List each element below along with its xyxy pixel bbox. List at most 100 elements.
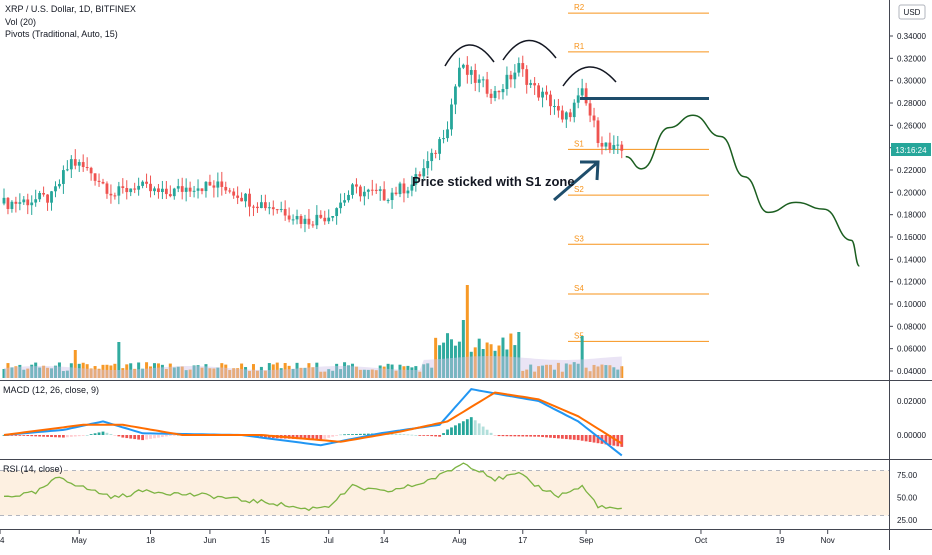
candle-body bbox=[434, 152, 438, 154]
volume-bar bbox=[331, 370, 335, 378]
volume-bar bbox=[335, 363, 339, 378]
macd-histogram-bar bbox=[485, 429, 489, 435]
volume-bar bbox=[176, 366, 180, 378]
macd-layer bbox=[2, 388, 624, 457]
macd-histogram-bar bbox=[489, 432, 493, 435]
rsi-indicator-label[interactable]: RSI (14, close) bbox=[3, 464, 63, 474]
macd-histogram-bar bbox=[42, 435, 45, 437]
volume-bar bbox=[65, 370, 69, 378]
volume-bar bbox=[303, 367, 307, 378]
volume-bar bbox=[129, 363, 133, 378]
candle-body bbox=[331, 216, 335, 218]
candle-body bbox=[600, 142, 604, 147]
macd-histogram-bar bbox=[501, 435, 505, 437]
macd-histogram-bar bbox=[442, 433, 445, 435]
volume-bar bbox=[240, 363, 244, 378]
macd-histogram-bar bbox=[85, 435, 89, 436]
pivot-label-r2: R2 bbox=[574, 3, 585, 12]
macd-histogram-bar bbox=[58, 435, 61, 438]
candle-body bbox=[560, 110, 564, 120]
volume-bar bbox=[489, 344, 493, 378]
macd-histogram-bar bbox=[54, 435, 57, 438]
candle-body bbox=[359, 186, 362, 197]
macd-histogram-bar bbox=[22, 435, 26, 436]
volume-bar bbox=[137, 362, 141, 378]
volume-indicator-label[interactable]: Vol (20) bbox=[5, 17, 36, 27]
candle-body bbox=[267, 207, 271, 209]
volume-bar bbox=[422, 364, 426, 378]
candle-body bbox=[545, 91, 548, 95]
volume-bar bbox=[38, 367, 42, 378]
candle-body bbox=[50, 191, 53, 203]
candle-body bbox=[473, 70, 477, 83]
annotation-text[interactable]: Price sticked with S1 zone bbox=[412, 174, 575, 189]
macd-histogram-bar bbox=[10, 435, 14, 436]
volume-bar bbox=[612, 367, 616, 378]
candle-body bbox=[580, 88, 584, 96]
volume-bar bbox=[394, 370, 398, 378]
macd-histogram-bar bbox=[434, 435, 438, 437]
candle-body bbox=[10, 201, 14, 209]
macd-histogram-bar bbox=[410, 434, 414, 436]
macd-histogram-bar bbox=[97, 432, 101, 435]
macd-histogram-bar bbox=[426, 435, 430, 436]
last-price-badge bbox=[891, 143, 931, 156]
volume-bar bbox=[248, 370, 252, 378]
volume-bar bbox=[560, 371, 564, 378]
volume-bar bbox=[354, 366, 358, 378]
candle-body bbox=[576, 95, 580, 103]
candle-body bbox=[450, 104, 453, 130]
volume-bar bbox=[477, 338, 481, 378]
candle-body bbox=[327, 217, 331, 222]
volume-bar bbox=[327, 369, 331, 378]
candle-body bbox=[501, 89, 505, 93]
candle-body bbox=[422, 168, 426, 177]
macd-histogram-bar bbox=[347, 434, 350, 436]
candle-body bbox=[505, 74, 509, 90]
volume-bar bbox=[426, 363, 430, 378]
candle-body bbox=[572, 102, 576, 118]
volume-bar bbox=[430, 367, 434, 378]
volume-bar bbox=[533, 371, 537, 378]
macd-histogram-bar bbox=[327, 435, 331, 438]
candle-body bbox=[200, 188, 204, 192]
pivot-label-s2: S2 bbox=[574, 185, 584, 194]
candle-body bbox=[69, 159, 73, 170]
volume-bar bbox=[568, 364, 572, 378]
volume-bar bbox=[109, 365, 113, 378]
macd-histogram-bar bbox=[588, 435, 592, 442]
candle-body bbox=[489, 93, 493, 98]
macd-histogram-bar bbox=[505, 435, 509, 437]
currency-badge[interactable] bbox=[898, 4, 926, 20]
macd-histogram-bar bbox=[390, 433, 394, 435]
candle-body bbox=[172, 188, 176, 197]
volume-bar bbox=[10, 367, 14, 378]
candle-body bbox=[481, 79, 485, 81]
candle-body bbox=[196, 188, 200, 191]
candle-body bbox=[533, 83, 537, 86]
macd-histogram-bar bbox=[612, 435, 616, 446]
candle-body bbox=[192, 190, 196, 192]
candle-body bbox=[180, 186, 184, 192]
time-tick-label: Jul bbox=[324, 536, 334, 545]
macd-indicator-label[interactable]: MACD (12, 26, close, 9) bbox=[3, 385, 99, 395]
candle-body bbox=[374, 189, 378, 191]
price-tick-label: 0.06000 bbox=[897, 345, 926, 354]
macd-histogram-bar bbox=[315, 435, 319, 440]
candle-body bbox=[394, 192, 398, 195]
macd-histogram-bar bbox=[525, 435, 529, 437]
volume-bar bbox=[410, 367, 414, 378]
macd-histogram-bar bbox=[465, 419, 469, 435]
price-tick-label: 0.08000 bbox=[897, 322, 926, 331]
volume-bar bbox=[414, 366, 418, 378]
volume-bar bbox=[259, 366, 263, 378]
volume-bar bbox=[117, 342, 121, 378]
macd-histogram-bar bbox=[497, 435, 501, 437]
candle-body bbox=[509, 74, 513, 80]
pivots-indicator-label[interactable]: Pivots (Traditional, Auto, 15) bbox=[5, 29, 118, 39]
candle-body bbox=[541, 91, 544, 98]
time-tick-label: Aug bbox=[452, 536, 466, 545]
volume-bar bbox=[596, 366, 600, 378]
volume-bar bbox=[493, 350, 497, 378]
